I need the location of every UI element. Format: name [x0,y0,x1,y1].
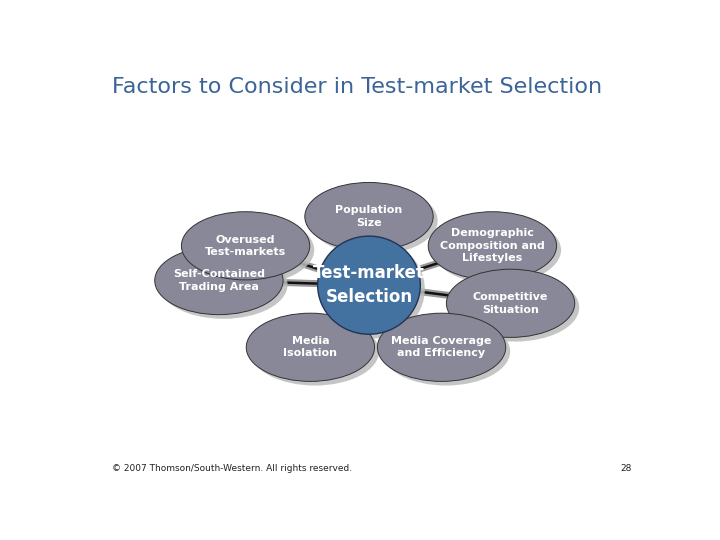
Text: Competitive
Situation: Competitive Situation [473,292,548,314]
Ellipse shape [246,313,374,381]
Ellipse shape [322,240,425,339]
Text: Overused
Test-markets: Overused Test-markets [205,234,287,257]
Text: Self-Contained
Trading Area: Self-Contained Trading Area [173,269,265,292]
Text: Media
Isolation: Media Isolation [284,336,338,359]
Ellipse shape [181,212,310,280]
Text: Test-market
Selection: Test-market Selection [313,265,425,306]
Ellipse shape [310,187,438,255]
Text: Factors to Consider in Test-market Selection: Factors to Consider in Test-market Selec… [112,77,603,97]
Ellipse shape [159,251,287,319]
Text: Population
Size: Population Size [336,205,402,228]
Ellipse shape [155,246,283,315]
Ellipse shape [428,212,557,280]
Ellipse shape [377,313,505,381]
Ellipse shape [433,216,561,284]
Ellipse shape [186,216,314,284]
Ellipse shape [318,236,420,334]
Text: 28: 28 [620,464,631,473]
Text: Media Coverage
and Efficiency: Media Coverage and Efficiency [392,336,492,359]
Ellipse shape [446,269,575,338]
Text: Demographic
Composition and
Lifestyles: Demographic Composition and Lifestyles [440,228,545,263]
Ellipse shape [305,183,433,251]
Ellipse shape [382,318,510,386]
Ellipse shape [451,273,579,342]
Text: © 2007 Thomson/South-Western. All rights reserved.: © 2007 Thomson/South-Western. All rights… [112,464,353,473]
Ellipse shape [251,318,379,386]
